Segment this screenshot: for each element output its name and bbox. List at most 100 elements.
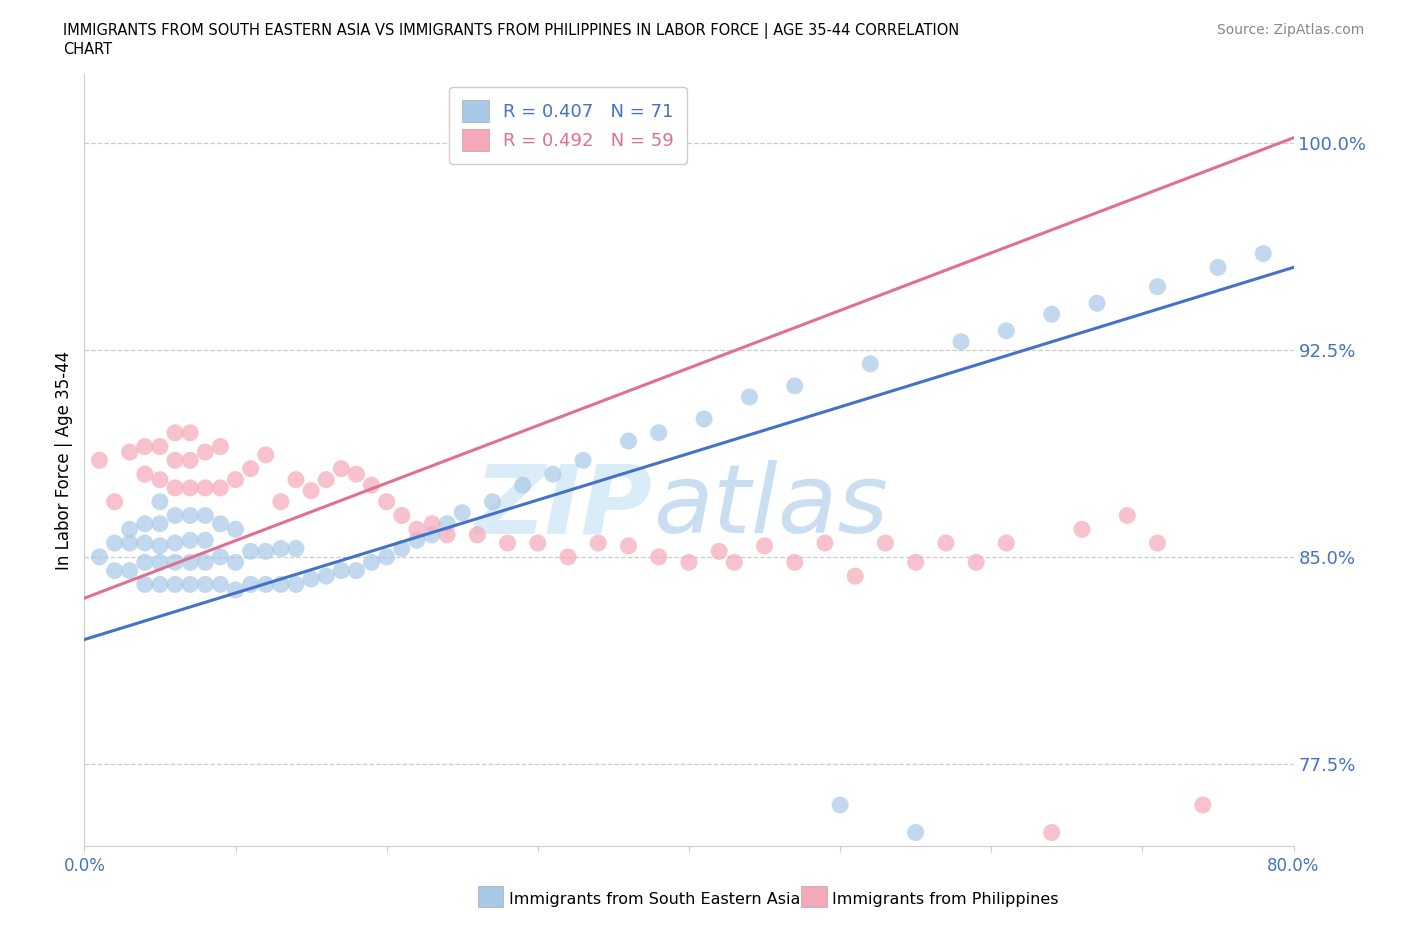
Point [165, 425, 187, 440]
Point [1327, 412, 1350, 427]
Point [134, 536, 156, 551]
Point [179, 481, 201, 496]
Point [406, 522, 429, 537]
Text: IMMIGRANTS FROM SOUTH EASTERN ASIA VS IMMIGRANTS FROM PHILIPPINES IN LABOR FORCE: IMMIGRANTS FROM SOUTH EASTERN ASIA VS IM… [63, 23, 959, 39]
Point [875, 536, 897, 551]
Point [1040, 825, 1063, 840]
Point [194, 508, 217, 523]
Point [783, 379, 806, 393]
Point [225, 472, 247, 487]
Point [375, 494, 398, 509]
Point [149, 516, 172, 531]
Text: Immigrants from Philippines: Immigrants from Philippines [832, 892, 1059, 907]
Point [617, 538, 640, 553]
Point [391, 541, 413, 556]
Point [330, 461, 353, 476]
Text: CHART: CHART [63, 42, 112, 57]
Point [179, 577, 201, 591]
Point [1237, 908, 1260, 923]
Point [134, 577, 156, 591]
Point [194, 445, 217, 459]
Point [149, 577, 172, 591]
Point [1071, 522, 1094, 537]
Point [346, 467, 368, 482]
Point [239, 461, 262, 476]
Point [104, 494, 127, 509]
Point [209, 550, 232, 565]
Point [285, 472, 308, 487]
Point [165, 481, 187, 496]
Point [709, 544, 731, 559]
Point [225, 522, 247, 537]
Point [165, 555, 187, 570]
Point [209, 439, 232, 454]
Point [360, 555, 382, 570]
Point [693, 412, 716, 427]
Text: Immigrants from South Eastern Asia: Immigrants from South Eastern Asia [509, 892, 800, 907]
Point [512, 478, 534, 493]
Text: Source: ZipAtlas.com: Source: ZipAtlas.com [1216, 23, 1364, 37]
Legend: R = 0.407   N = 71, R = 0.492   N = 59: R = 0.407 N = 71, R = 0.492 N = 59 [450, 87, 686, 164]
Point [995, 536, 1018, 551]
Point [451, 505, 474, 520]
Point [118, 445, 141, 459]
Point [254, 544, 277, 559]
Point [467, 527, 489, 542]
Point [648, 550, 671, 565]
Point [179, 508, 201, 523]
Point [1085, 296, 1108, 311]
Point [104, 536, 127, 551]
Point [149, 494, 172, 509]
Point [165, 453, 187, 468]
Point [165, 536, 187, 551]
Point [588, 536, 610, 551]
Point [299, 571, 322, 586]
Point [1040, 307, 1063, 322]
Point [299, 484, 322, 498]
Point [995, 324, 1018, 339]
Point [254, 577, 277, 591]
Point [965, 555, 987, 570]
Point [270, 494, 292, 509]
Point [149, 555, 172, 570]
Point [270, 577, 292, 591]
Point [391, 508, 413, 523]
Point [1253, 246, 1275, 261]
Point [285, 541, 308, 556]
Point [830, 798, 852, 813]
Y-axis label: In Labor Force | Age 35-44: In Labor Force | Age 35-44 [55, 351, 73, 570]
Point [1146, 279, 1168, 294]
Text: atlas: atlas [652, 460, 887, 553]
Point [194, 533, 217, 548]
Point [678, 555, 700, 570]
Point [648, 425, 671, 440]
Point [617, 433, 640, 448]
Point [270, 541, 292, 556]
Point [225, 582, 247, 597]
Point [1146, 536, 1168, 551]
Point [285, 577, 308, 591]
Point [814, 536, 837, 551]
Point [179, 425, 201, 440]
Point [859, 356, 882, 371]
Point [436, 527, 458, 542]
Text: ZIP: ZIP [475, 460, 652, 553]
Point [572, 453, 595, 468]
Point [420, 527, 443, 542]
Point [315, 568, 337, 583]
Point [496, 536, 519, 551]
Point [754, 538, 776, 553]
Point [420, 516, 443, 531]
Point [179, 555, 201, 570]
Point [118, 564, 141, 578]
Point [541, 467, 564, 482]
Point [239, 577, 262, 591]
Point [118, 536, 141, 551]
Point [950, 335, 973, 350]
Point [330, 564, 353, 578]
Point [723, 555, 745, 570]
Point [481, 494, 503, 509]
Point [904, 825, 927, 840]
Point [436, 516, 458, 531]
Point [165, 508, 187, 523]
